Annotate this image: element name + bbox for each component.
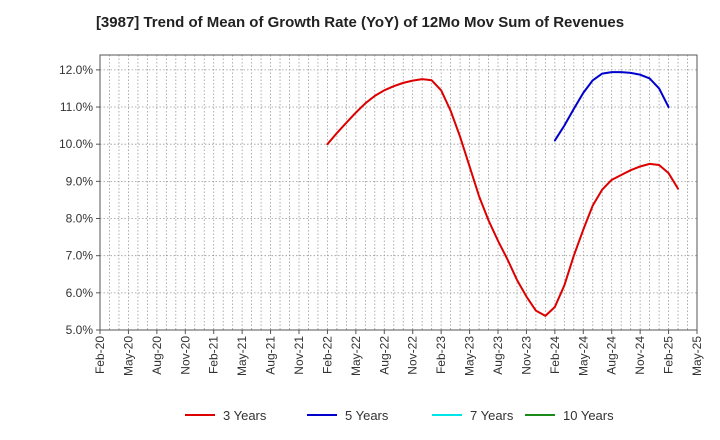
legend-label-5-years: 5 Years [345,408,389,423]
legend-label-3-years: 3 Years [223,408,267,423]
x-tick-label: May-24 [576,336,590,376]
x-tick-label: Feb-25 [662,336,676,374]
y-axis-ticks: 5.0% 6.0% 7.0% 8.0% 9.0% 10.0% 11.0% 12.0% [59,63,100,337]
x-tick-label: Aug-20 [150,336,164,375]
legend-label-7-years: 7 Years [470,408,514,423]
plot-area [100,55,697,330]
x-tick-label: Nov-22 [406,336,420,375]
x-tick-label: Nov-21 [292,336,306,375]
y-tick-label: 12.0% [59,63,93,77]
x-tick-label: May-25 [690,336,704,376]
y-tick-label: 11.0% [60,100,93,114]
chart-title: [3987] Trend of Mean of Growth Rate (YoY… [95,14,625,31]
y-tick-label: 5.0% [66,323,94,337]
x-tick-label: Nov-23 [519,336,533,375]
x-tick-label: Aug-22 [377,336,391,375]
x-tick-label: Feb-23 [434,336,448,374]
x-tick-label: May-22 [349,336,363,376]
x-tick-label: Feb-24 [548,336,562,374]
x-tick-label: Nov-24 [633,336,647,375]
x-tick-label: Aug-24 [605,336,619,375]
series-line-3-years [326,78,680,317]
x-axis-ticks: Feb-20 May-20 Aug-20 Nov-20 Feb-21 May-21 Aug-… [93,330,704,376]
series-lines [326,71,680,317]
x-tick-label: May-21 [235,336,249,376]
x-tick-label: Aug-23 [491,336,505,375]
y-tick-label: 7.0% [66,249,94,263]
legend: 3 Years 5 Years 7 Years 10 Years [185,408,614,423]
grid-lines [100,55,697,331]
x-tick-label: Feb-21 [207,336,221,374]
y-tick-label: 8.0% [66,212,94,226]
plot-frame [99,54,698,331]
x-tick-label: Nov-20 [178,336,192,375]
y-tick-label: 9.0% [66,174,94,188]
y-tick-label: 10.0% [59,137,93,151]
y-tick-label: 6.0% [66,286,94,300]
x-tick-label: Feb-20 [93,336,107,374]
x-tick-label: Aug-21 [264,336,278,375]
x-tick-label: May-20 [121,336,135,376]
x-tick-label: Feb-22 [320,336,334,374]
series-line-5-years [553,71,670,142]
x-tick-label: May-23 [463,336,477,376]
legend-label-10-years: 10 Years [563,408,614,423]
